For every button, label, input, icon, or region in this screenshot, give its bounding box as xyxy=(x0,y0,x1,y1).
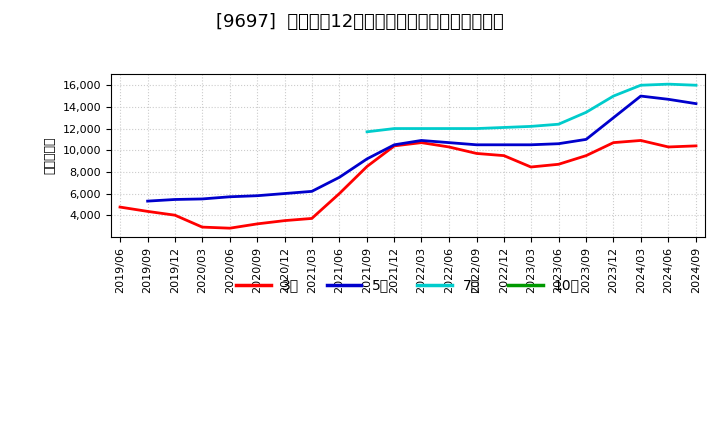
Text: [9697]  経常利益12か月移動合計の標準偏差の推移: [9697] 経常利益12か月移動合計の標準偏差の推移 xyxy=(216,13,504,31)
Legend: 3年, 5年, 7年, 10年: 3年, 5年, 7年, 10年 xyxy=(230,273,585,298)
Y-axis label: （百万円）: （百万円） xyxy=(44,137,57,174)
